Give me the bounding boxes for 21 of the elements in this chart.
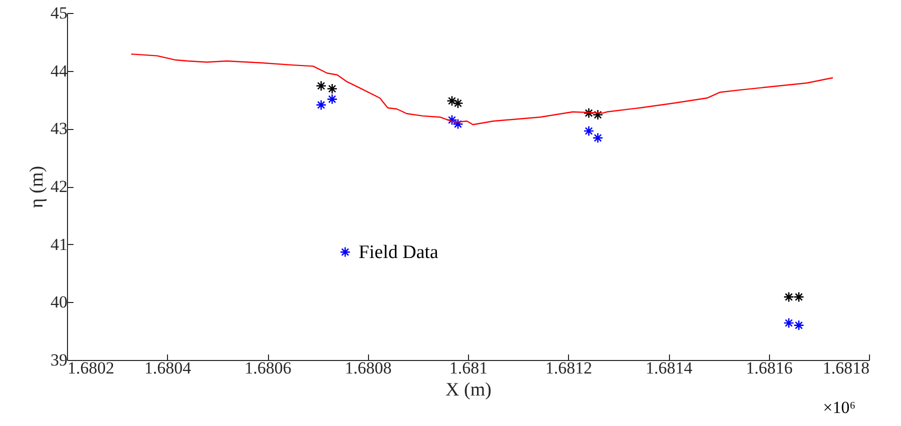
y-tick-label: 45 — [50, 4, 68, 22]
y-tick-label: 42 — [50, 177, 68, 196]
y-tick-label: 44 — [50, 61, 68, 80]
x-tick-label: 1.681 — [449, 358, 488, 378]
y-tick-label: 41 — [50, 234, 68, 254]
y-tick-label: 40 — [50, 292, 68, 312]
text: ×10⁶ — [823, 398, 856, 418]
x-tick-label: 1.6812 — [545, 358, 592, 378]
y-tick-label: 39 — [50, 350, 68, 370]
line-series — [130, 53, 834, 126]
x-tick-label: 1.6814 — [646, 358, 693, 378]
x-tick-label: 1.6806 — [244, 358, 292, 378]
y-axis-title: η (m) — [26, 166, 48, 208]
x-tick-label: 1.6818 — [822, 358, 870, 378]
x-tick-label: 1.6804 — [144, 358, 192, 378]
legend-label: Field Data — [358, 242, 439, 264]
x-tick-label: 1.6802 — [68, 358, 114, 378]
x-tick-label: 1.6808 — [344, 358, 392, 378]
y-tick-label: 43 — [50, 119, 68, 138]
x-axis-title: X (m) — [446, 380, 492, 400]
x-tick-label: 1.6816 — [746, 358, 793, 378]
